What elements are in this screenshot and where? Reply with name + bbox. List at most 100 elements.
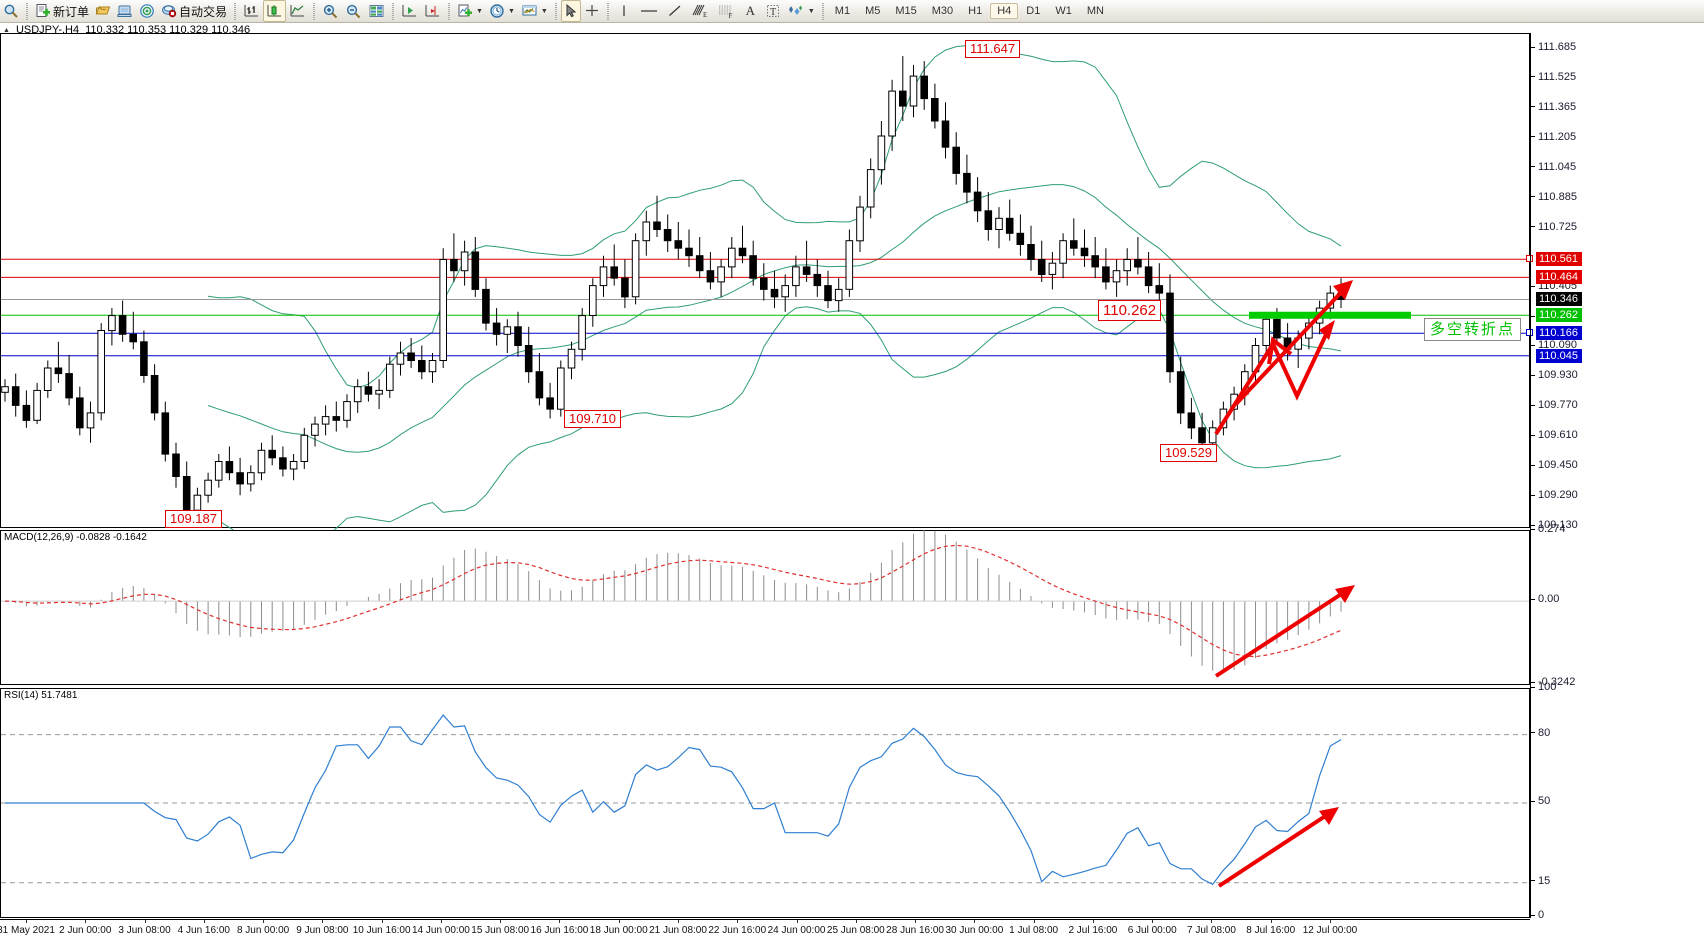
auto-trading-label: 自动交易 <box>179 4 228 19</box>
objects-tool[interactable]: ▼ <box>784 1 818 21</box>
price-badge[interactable]: 110.166 <box>1536 326 1582 341</box>
bar-chart-button[interactable] <box>240 1 263 21</box>
rsi-tick: 15 <box>1530 875 1550 887</box>
collapse-triangle-icon[interactable]: ▲ <box>3 26 10 34</box>
line-chart-button[interactable] <box>286 1 309 21</box>
rsi-tick: 50 <box>1530 795 1550 807</box>
trendline-tool[interactable] <box>663 1 687 21</box>
toolbar-separator-7 <box>606 2 609 20</box>
chevron-down-icon-3[interactable]: ▼ <box>540 7 548 15</box>
time-tick-mark <box>263 920 265 923</box>
timeframe-d1[interactable]: D1 <box>1026 5 1041 17</box>
auto-scroll-button[interactable] <box>398 1 421 21</box>
annotation-turning-point[interactable]: 多空转折点 <box>1424 318 1522 341</box>
price-chart-pane[interactable] <box>0 33 1530 554</box>
time-tick-label: 28 Jun 16:00 <box>886 925 944 936</box>
time-tick-mark <box>381 920 383 923</box>
chevron-down-icon[interactable]: ▼ <box>476 7 483 15</box>
price-line-handle[interactable] <box>1526 254 1533 262</box>
timeframe-h4[interactable]: H4 <box>990 3 1019 19</box>
indicators-button[interactable]: ▼ <box>454 1 486 21</box>
timeframe-mn[interactable]: MN <box>1086 5 1104 17</box>
price-badge[interactable]: 110.262 <box>1536 308 1582 323</box>
zoom-out-button[interactable] <box>342 1 365 21</box>
annotation-low2[interactable]: 109.187 <box>165 510 222 528</box>
time-tick-mark <box>855 920 857 923</box>
time-tick-label: 15 Jun 08:00 <box>471 925 530 936</box>
timeframe-w1[interactable]: W1 <box>1055 5 1072 17</box>
time-tick-label: 9 Jun 08:00 <box>296 925 349 936</box>
macd-scale[interactable]: 0.274 0.00 -0.3242 <box>1530 523 1704 688</box>
vertical-line-tool[interactable] <box>613 1 635 21</box>
chart-shift-button[interactable] <box>421 1 444 21</box>
rsi-label: RSI(14) 51.7481 <box>4 690 78 701</box>
time-tick-label: 10 Jun 16:00 <box>352 925 411 936</box>
toolbar-separator-4 <box>392 2 395 20</box>
cursor-tool[interactable] <box>560 0 581 22</box>
price-tick: 109.290 <box>1530 489 1578 501</box>
templates-button[interactable]: ▼ <box>518 1 551 21</box>
price-scale[interactable]: 111.685 111.525 111.365 111.205 111.045 110.8… <box>1526 33 1704 531</box>
price-tick: 111.365 <box>1530 101 1576 113</box>
candlestick-chart-button[interactable] <box>263 0 287 22</box>
chevron-down-icon-2[interactable]: ▼ <box>507 7 515 15</box>
annotation-mid[interactable]: 110.262 <box>1098 300 1162 321</box>
auto-trading-button[interactable]: 自动交易 <box>158 1 230 21</box>
macd-tick: 0.00 <box>1530 593 1559 605</box>
price-badge[interactable]: 110.464 <box>1536 270 1582 285</box>
time-tick-mark <box>322 920 324 923</box>
rsi-scale[interactable]: 100 80 50 15 0 <box>1530 681 1704 921</box>
tile-windows-button[interactable] <box>365 1 388 21</box>
time-axis[interactable]: 31 May 2021 2 Jun 00:00 3 Jun 08:00 4 Jun 1… <box>0 919 1530 945</box>
time-tick-mark <box>26 920 27 923</box>
elliott-wave-tool[interactable]: E <box>687 1 713 21</box>
time-tick-mark <box>1152 920 1154 923</box>
price-badge[interactable]: 110.045 <box>1536 348 1582 363</box>
annotation-low1[interactable]: 109.710 <box>564 410 621 428</box>
price-line-handle[interactable] <box>1526 328 1533 336</box>
time-tick-mark <box>1092 920 1094 923</box>
zoom-in-button[interactable] <box>319 1 342 21</box>
rsi-tick: 0 <box>1530 909 1544 921</box>
svg-text:T: T <box>770 7 776 18</box>
timeframe-m30[interactable]: M30 <box>931 5 954 17</box>
new-order-label: 新订单 <box>53 4 90 19</box>
signals-icon[interactable] <box>136 1 158 21</box>
crosshair-tool[interactable] <box>581 1 603 21</box>
timeframe-group: M1 M5 M15 M30 H1 H4 D1 W1 MN <box>828 3 1111 19</box>
new-order-button[interactable]: 新订单 <box>32 1 92 21</box>
macd-tick: -0.3242 <box>1530 676 1575 688</box>
timeframe-m5[interactable]: M5 <box>865 5 881 17</box>
toolbar-separator-3 <box>313 2 316 20</box>
folder-icon[interactable] <box>92 1 114 21</box>
fibonacci-tool[interactable]: F <box>713 1 739 21</box>
timeframe-m15[interactable]: M15 <box>895 5 917 17</box>
label-tool[interactable]: T <box>762 1 784 21</box>
annotation-low3[interactable]: 109.529 <box>1160 444 1217 462</box>
price-tick: 110.885 <box>1530 191 1577 203</box>
terminal-icon[interactable] <box>114 1 136 21</box>
annotation-high[interactable]: 111.647 <box>965 40 1021 58</box>
timeframe-m1[interactable]: M1 <box>834 5 851 17</box>
timeframe-h1[interactable]: H1 <box>968 5 983 17</box>
price-tick: 110.090 <box>1530 339 1577 351</box>
periods-button[interactable]: ▼ <box>486 1 518 21</box>
time-tick-label: 18 Jun 00:00 <box>589 925 648 936</box>
time-tick-label: 12 Jul 00:00 <box>1302 925 1358 936</box>
horizontal-line-tool[interactable] <box>635 1 663 21</box>
text-tool[interactable]: A <box>745 3 756 18</box>
main-toolbar: 新订单 自动交易 <box>0 0 1704 23</box>
price-badge[interactable]: 110.561 <box>1536 252 1582 267</box>
time-tick-label: 22 Jun 16:00 <box>708 925 767 936</box>
toolbar-separator <box>26 2 28 20</box>
price-badge[interactable]: 110.346 <box>1536 292 1582 307</box>
price-tick: 109.610 <box>1530 429 1578 441</box>
time-tick-mark <box>1330 920 1331 923</box>
macd-pane[interactable]: MACD(12,26,9) -0.0828 -0.1642 <box>0 530 1530 685</box>
rsi-pane[interactable]: RSI(14) 51.7481 <box>0 688 1530 918</box>
zoom-search-icon[interactable] <box>0 1 22 21</box>
time-tick-label: 16 Jun 16:00 <box>530 925 589 936</box>
chevron-down-icon-4[interactable]: ▼ <box>807 7 815 15</box>
svg-text:F: F <box>728 12 732 19</box>
rsi-tick: 80 <box>1530 727 1550 739</box>
